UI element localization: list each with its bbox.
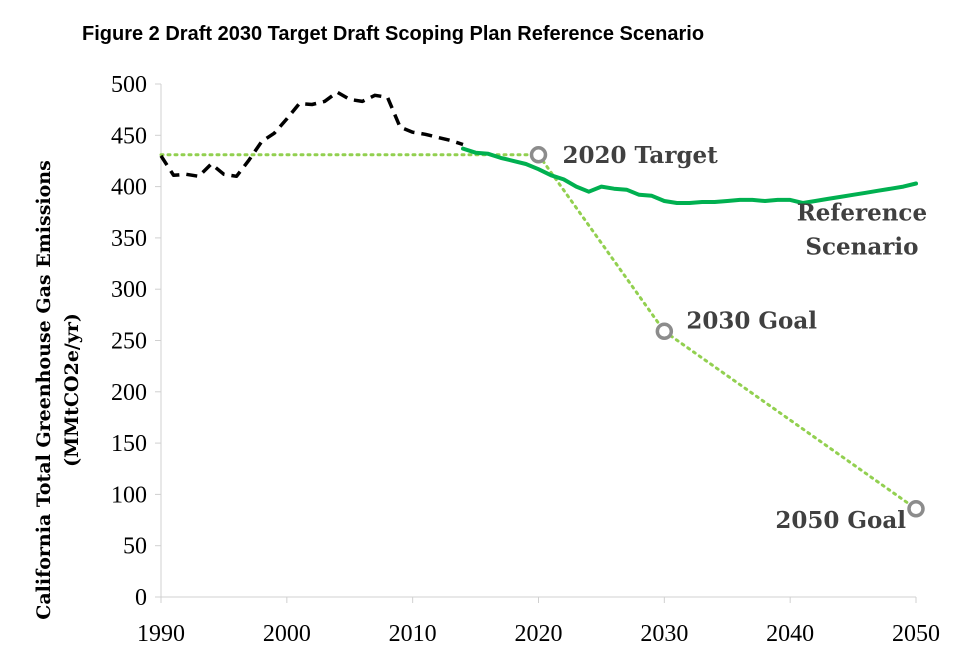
series-reference-line — [461, 146, 918, 205]
series-annotation: Scenario — [805, 233, 918, 260]
x-axis-ticks: 1990 2000 2010 2020 2030 2040 2050 — [137, 597, 940, 647]
x-tick-label: 2010 — [389, 621, 437, 647]
y-axis-label-line2: (MMtCO2e/yr) — [61, 313, 83, 467]
annotations-group: Reference Scenario — [797, 199, 927, 260]
series-historical-line — [159, 90, 464, 179]
y-tick-label: 100 — [111, 482, 147, 508]
marker-label: 2030 Goal — [686, 307, 817, 334]
x-tick-label: 1990 — [137, 621, 185, 647]
y-tick-label: 500 — [111, 72, 147, 98]
marker-label: 2020 Target — [563, 142, 719, 169]
marker-label: 2050 Goal — [775, 507, 906, 534]
y-tick-label: 300 — [111, 277, 147, 303]
y-axis-ticks: 0 50 100 150 200 250 300 350 400 450 500 — [111, 72, 161, 611]
marker-circle — [655, 322, 674, 341]
series-target_path-line — [159, 153, 918, 511]
marker-circle — [529, 146, 548, 164]
x-tick-label: 2000 — [263, 621, 311, 647]
marker-circle — [907, 500, 925, 518]
y-tick-label: 50 — [123, 534, 147, 560]
x-tick-label: 2030 — [640, 621, 688, 647]
y-tick-label: 400 — [111, 175, 147, 201]
y-tick-label: 150 — [111, 431, 147, 457]
x-tick-label: 2040 — [766, 621, 814, 647]
chart-title: Figure 2 Draft 2030 Target Draft Scoping… — [82, 23, 704, 45]
x-tick-label: 2020 — [515, 621, 563, 647]
y-tick-label: 0 — [135, 585, 147, 611]
markers-group: 2020 Target 2030 Goal 2050 Goal — [529, 142, 925, 534]
series-annotation: Reference — [797, 199, 927, 226]
y-tick-label: 200 — [111, 380, 147, 406]
series-group — [159, 90, 918, 511]
y-tick-label: 450 — [111, 123, 147, 149]
y-axis-label-line1: California Total Greenhouse Gas Emission… — [33, 160, 55, 620]
y-tick-label: 350 — [111, 226, 147, 252]
y-tick-label: 250 — [111, 329, 147, 355]
x-tick-label: 2050 — [892, 621, 940, 647]
